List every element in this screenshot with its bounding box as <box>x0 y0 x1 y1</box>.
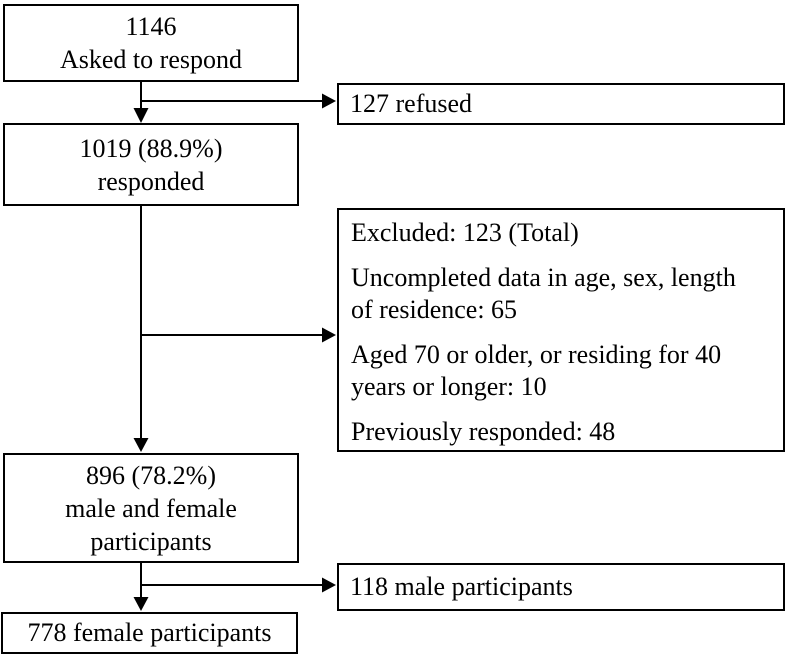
participants-box: 896 (78.2%) male and female participants <box>3 453 299 563</box>
asked-to-respond-text: 1146 Asked to respond <box>60 12 242 74</box>
responded-box: 1019 (88.9%) responded <box>3 123 299 206</box>
excluded-box: Excluded: 123 (Total) Uncompleted data i… <box>337 208 785 452</box>
arrow-asked-to-refused <box>140 93 336 109</box>
male-participants-text: 118 male participants <box>350 572 573 601</box>
refused-box: 127 refused <box>337 83 785 125</box>
arrow-responded-to-participants <box>133 206 149 452</box>
arrow-asked-to-responded <box>133 82 149 123</box>
female-participants-box: 778 female participants <box>1 612 298 654</box>
excluded-uncompleted-text: Uncompleted data in age, sex, length of … <box>351 263 736 324</box>
arrow-responded-to-excluded <box>140 327 336 343</box>
responded-text: 1019 (88.9%) responded <box>79 133 223 196</box>
excluded-total-text: Excluded: 123 (Total) <box>351 218 579 247</box>
male-participants-box: 118 male participants <box>337 563 785 611</box>
female-participants-text: 778 female participants <box>27 618 272 647</box>
arrow-participants-to-male <box>140 577 336 593</box>
refused-text: 127 refused <box>350 89 473 118</box>
participants-text: 896 (78.2%) male and female participants <box>65 460 237 556</box>
arrow-participants-to-female <box>133 563 149 611</box>
excluded-aged-text: Aged 70 or older, or residing for 40 yea… <box>351 340 722 401</box>
excluded-previously-text: Previously responded: 48 <box>351 417 616 446</box>
asked-to-respond-box: 1146 Asked to respond <box>3 4 299 82</box>
